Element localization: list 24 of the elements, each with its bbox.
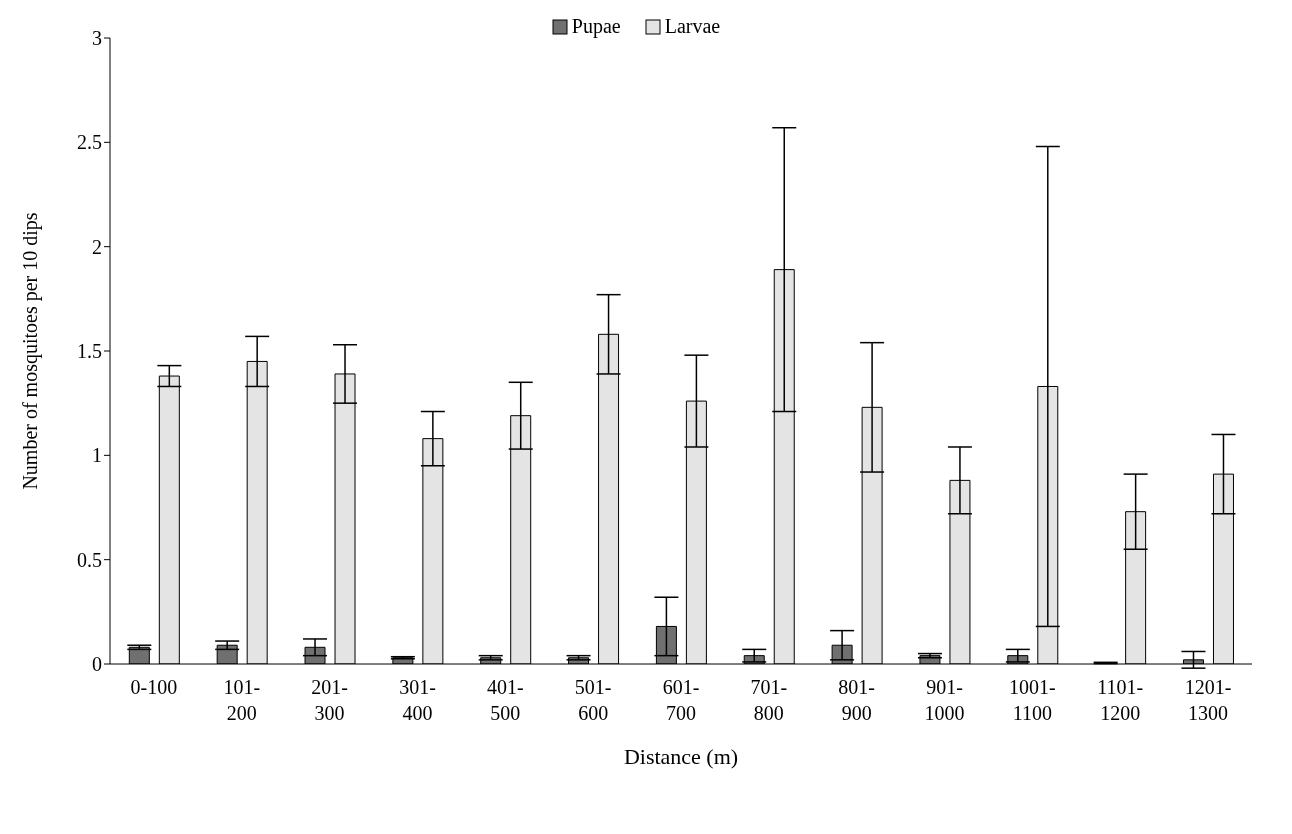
x-tick-label: 501-600 [574, 676, 612, 724]
x-tick-label: 101-200 [223, 676, 261, 724]
x-tick-label: 601-700 [662, 676, 700, 724]
y-tick-label: 1 [92, 444, 102, 467]
x-tick-label: 1001-1100 [1009, 676, 1056, 724]
x-axis-title: Distance (m) [623, 744, 739, 769]
x-tick-label: 801-900 [838, 676, 876, 724]
y-tick-label: 3 [92, 27, 102, 50]
y-tick-label: 2.5 [77, 131, 102, 154]
y-tick-label: 2 [92, 235, 102, 258]
y-tick-label: 1.5 [77, 340, 102, 363]
legend-label: Larvae [663, 15, 721, 38]
y-tick-label: 0 [92, 653, 102, 676]
x-tick-label: 1101-1200 [1097, 676, 1144, 724]
x-tick-label: 1201-1300 [1184, 676, 1232, 724]
x-tick-label: 0-100 [130, 676, 178, 698]
legend-label: Pupae [570, 15, 621, 38]
x-tick-label: 901-1000 [924, 676, 965, 724]
y-tick-label: 0.5 [77, 548, 102, 571]
x-tick-label: 301-400 [399, 676, 436, 724]
y-axis-title: Number of mosquitoes per 10 dips [19, 212, 43, 490]
x-tick-label: 701-800 [750, 676, 788, 724]
x-tick-label: 401-500 [486, 676, 524, 724]
x-tick-label: 201-300 [311, 676, 348, 724]
